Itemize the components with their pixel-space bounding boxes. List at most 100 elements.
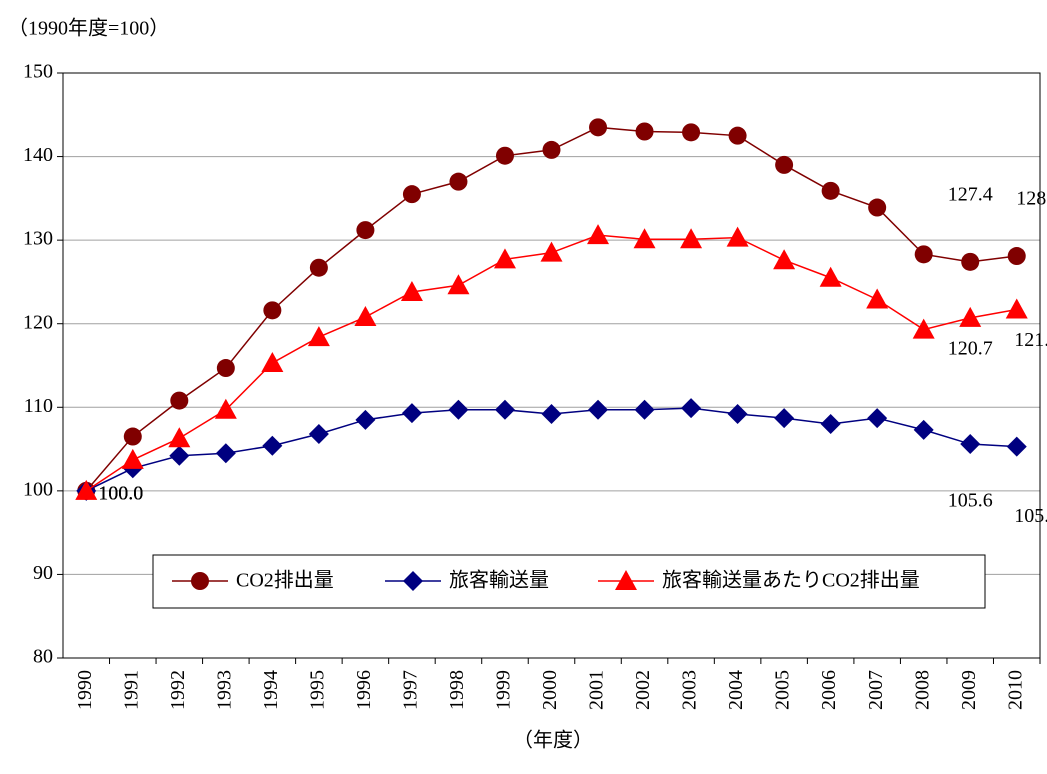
point	[261, 351, 284, 372]
point	[774, 408, 795, 429]
point	[168, 427, 191, 448]
point	[682, 123, 701, 142]
y-tick-label: 120	[23, 311, 53, 333]
point	[448, 399, 469, 420]
y-axis-label: （1990年度=100）	[8, 17, 169, 40]
y-tick-label: 130	[23, 228, 53, 250]
point	[540, 241, 563, 262]
point	[401, 403, 422, 424]
data-label: 121.7	[1014, 329, 1047, 351]
point	[959, 306, 982, 327]
point	[542, 140, 561, 159]
x-tick-label: 2007	[865, 670, 887, 710]
point	[307, 326, 330, 347]
point	[634, 399, 655, 420]
legend-label: CO2排出量	[236, 569, 334, 592]
point	[821, 181, 840, 200]
point	[403, 571, 423, 591]
legend-label: 旅客輸送量	[449, 569, 549, 592]
point	[308, 424, 329, 445]
x-tick-label: 2009	[958, 670, 980, 710]
point	[263, 301, 282, 320]
data-label: 128.1	[1016, 188, 1047, 210]
x-tick-label: 1994	[260, 670, 282, 710]
data-label: 100.0	[98, 482, 143, 504]
y-tick-label: 150	[23, 61, 53, 83]
point	[820, 414, 841, 434]
point	[775, 155, 794, 174]
x-tick-label: 1995	[306, 670, 328, 710]
x-tick-label: 2002	[632, 670, 654, 710]
x-tick-label: 1999	[493, 670, 515, 710]
point	[913, 419, 934, 440]
x-tick-label: 1992	[167, 670, 189, 710]
point	[912, 318, 935, 339]
data-label: 105.6	[948, 490, 993, 512]
point	[868, 198, 887, 217]
point	[309, 258, 328, 277]
point	[447, 274, 470, 295]
point	[169, 445, 190, 466]
point	[589, 118, 608, 137]
legend	[152, 554, 986, 609]
point	[214, 398, 237, 419]
point	[1007, 247, 1026, 266]
point	[262, 435, 283, 456]
point	[123, 427, 142, 446]
point	[635, 122, 654, 141]
x-tick-label: 1991	[120, 670, 142, 710]
point	[680, 228, 703, 249]
point	[773, 249, 796, 270]
point	[681, 398, 702, 419]
point	[728, 126, 747, 145]
point	[449, 172, 468, 191]
point	[215, 443, 236, 464]
point	[355, 409, 376, 430]
point	[727, 403, 748, 424]
point	[493, 248, 516, 269]
y-tick-label: 110	[24, 395, 53, 417]
data-label: 120.7	[948, 337, 993, 359]
x-tick-label: 1997	[400, 670, 422, 710]
point	[615, 570, 637, 590]
y-tick-label: 140	[23, 144, 53, 166]
point	[819, 266, 842, 287]
x-tick-label: 2010	[1004, 670, 1026, 710]
point	[402, 185, 421, 204]
x-tick-label: 1993	[213, 670, 235, 710]
point	[1006, 436, 1027, 457]
y-tick-label: 80	[33, 646, 53, 668]
point	[495, 146, 514, 165]
x-tick-label: 2004	[725, 670, 747, 710]
point	[494, 399, 515, 420]
point	[354, 306, 377, 327]
y-tick-label: 90	[33, 562, 53, 584]
point	[866, 288, 889, 309]
point	[960, 434, 981, 455]
x-tick-label: 2006	[818, 670, 840, 710]
point	[121, 448, 144, 469]
x-axis-label: （年度）	[513, 729, 593, 752]
point	[588, 399, 609, 420]
data-label: 127.4	[948, 183, 993, 205]
point	[216, 359, 235, 378]
x-tick-label: 2001	[586, 670, 608, 710]
x-tick-label: 2008	[911, 670, 933, 710]
data-label: 100.0	[98, 482, 143, 504]
x-tick-label: 1990	[74, 670, 96, 710]
series-line	[85, 126, 1017, 492]
point	[867, 408, 888, 429]
point	[726, 226, 749, 247]
x-tick-label: 2005	[772, 670, 794, 710]
point	[961, 252, 980, 271]
point	[75, 479, 98, 500]
data-label: 100.0	[98, 482, 143, 504]
point	[541, 403, 562, 424]
point	[914, 245, 933, 264]
point	[400, 280, 423, 301]
x-tick-label: 1998	[446, 670, 468, 710]
point	[356, 221, 375, 240]
point	[1005, 298, 1028, 319]
legend-label: 旅客輸送量あたりCO2排出量	[662, 569, 920, 592]
